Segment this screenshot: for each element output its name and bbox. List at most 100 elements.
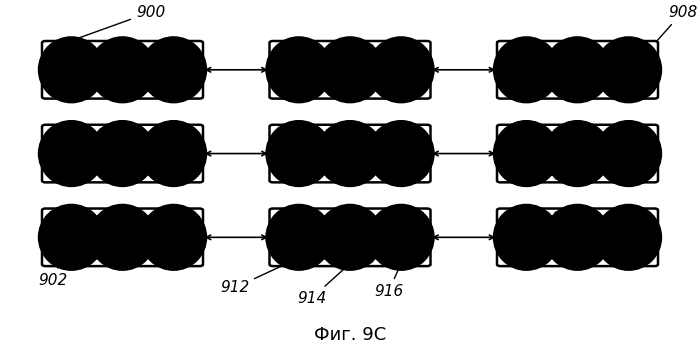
- Point: [50, 149, 61, 155]
- Point: [401, 133, 412, 139]
- Point: [594, 134, 605, 139]
- Point: [405, 245, 416, 251]
- Point: [148, 224, 160, 230]
- Point: [321, 44, 332, 50]
- Point: [155, 148, 166, 153]
- Point: [181, 131, 192, 136]
- Point: [149, 53, 160, 59]
- Point: [305, 173, 316, 179]
- Point: [372, 240, 383, 245]
- Point: [97, 51, 108, 56]
- Point: [75, 54, 86, 59]
- Point: [391, 169, 402, 174]
- Point: [401, 148, 412, 153]
- Point: [293, 171, 304, 177]
- Point: [398, 67, 409, 73]
- Point: [46, 227, 57, 232]
- Point: [512, 170, 524, 176]
- Point: [577, 83, 588, 88]
- Point: [71, 146, 82, 151]
- Ellipse shape: [316, 204, 384, 271]
- Point: [641, 132, 652, 138]
- Point: [397, 217, 408, 223]
- Point: [624, 222, 635, 228]
- Point: [335, 53, 346, 59]
- Point: [548, 176, 559, 181]
- Point: [398, 51, 409, 56]
- Point: [118, 152, 129, 157]
- Point: [607, 236, 618, 241]
- Point: [367, 48, 378, 53]
- Point: [643, 154, 655, 159]
- Point: [146, 86, 157, 92]
- Point: [510, 49, 521, 54]
- Point: [625, 51, 636, 57]
- Point: [362, 228, 373, 233]
- Point: [98, 75, 109, 81]
- Point: [90, 134, 101, 140]
- Point: [335, 154, 346, 160]
- Point: [585, 238, 596, 243]
- Point: [68, 161, 79, 166]
- Point: [47, 147, 58, 152]
- Point: [288, 239, 300, 245]
- Point: [273, 230, 284, 236]
- Point: [636, 65, 648, 71]
- Point: [534, 238, 545, 244]
- Point: [610, 86, 621, 91]
- Point: [151, 229, 162, 235]
- Point: [358, 50, 370, 55]
- Point: [625, 133, 636, 139]
- Point: [62, 219, 74, 224]
- Point: [120, 61, 131, 67]
- Point: [617, 86, 629, 91]
- Point: [286, 50, 297, 55]
- Point: [112, 66, 123, 71]
- Point: [638, 260, 649, 265]
- Point: [91, 247, 102, 253]
- Point: [592, 79, 603, 84]
- Point: [595, 235, 606, 241]
- Point: [545, 88, 557, 93]
- Point: [292, 53, 303, 59]
- Point: [600, 72, 611, 78]
- Point: [57, 149, 69, 155]
- Point: [534, 228, 545, 234]
- Point: [277, 77, 288, 83]
- Point: [358, 67, 370, 73]
- Point: [66, 60, 77, 66]
- Point: [558, 246, 569, 251]
- Point: [165, 77, 176, 83]
- Point: [571, 131, 582, 137]
- Point: [337, 46, 349, 51]
- Point: [183, 134, 194, 140]
- Point: [395, 209, 406, 215]
- Point: [119, 68, 130, 74]
- Point: [354, 76, 365, 82]
- Point: [356, 214, 367, 220]
- Point: [640, 174, 651, 180]
- Point: [409, 159, 420, 165]
- Point: [632, 211, 643, 217]
- Point: [55, 60, 66, 66]
- Point: [617, 87, 629, 93]
- Point: [76, 218, 88, 224]
- Point: [116, 239, 127, 245]
- Point: [116, 158, 127, 164]
- Point: [292, 143, 303, 149]
- Point: [414, 84, 426, 90]
- Point: [600, 244, 611, 250]
- Point: [573, 243, 584, 248]
- Point: [397, 256, 408, 261]
- Point: [573, 148, 584, 153]
- Point: [159, 55, 170, 61]
- Point: [320, 175, 331, 180]
- Point: [155, 172, 167, 178]
- Point: [634, 176, 645, 181]
- Point: [133, 138, 144, 144]
- Point: [167, 235, 178, 241]
- Point: [359, 69, 370, 75]
- Point: [85, 253, 97, 258]
- Point: [69, 238, 80, 243]
- Point: [373, 162, 384, 168]
